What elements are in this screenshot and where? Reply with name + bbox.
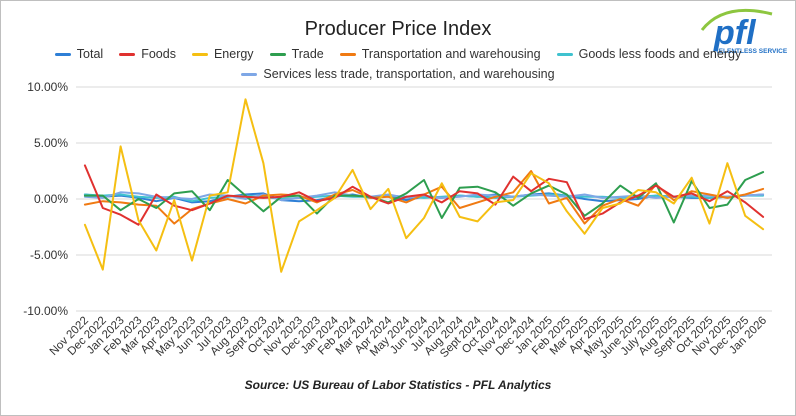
- legend-label: Energy: [213, 47, 254, 61]
- legend-swatch: [339, 52, 356, 56]
- legend-label: Trade: [291, 47, 324, 61]
- logo-wordmark: pfl: [713, 14, 757, 52]
- legend-item: Services less trade, transportation, and…: [241, 67, 555, 81]
- series-line-energy: [83, 98, 765, 273]
- legend-swatch: [556, 52, 573, 56]
- y-tick-label: 5.00%: [34, 136, 68, 150]
- legend-row: Services less trade, transportation, and…: [0, 64, 796, 84]
- series-line-goods-less-foods-and-energy: [83, 193, 765, 203]
- chart-legend: Total Foods Energy Trade Transportation and …: [0, 44, 796, 84]
- legend-item: Foods: [119, 47, 176, 61]
- logo-tagline: RELENTLESS SERVICE: [714, 48, 788, 55]
- y-tick-label: 10.00%: [27, 80, 68, 94]
- chart-title: Producer Price Index: [304, 18, 492, 40]
- logo-swoosh: [700, 8, 773, 31]
- legend-swatch: [191, 52, 208, 56]
- legend-swatch: [119, 52, 136, 56]
- legend-item: Transportation and warehousing: [339, 47, 541, 61]
- legend-row: Total Foods Energy Trade Transportation and …: [0, 44, 796, 64]
- source-note: Source: US Bureau of Labor Statistics - …: [244, 378, 552, 392]
- legend-item: Trade: [269, 47, 324, 61]
- legend-label: Services less trade, transportation, and…: [263, 67, 555, 81]
- legend-item: Total: [54, 47, 104, 61]
- legend-label: Transportation and warehousing: [361, 47, 541, 61]
- series-line-foods: [83, 164, 765, 226]
- legend-label: Total: [76, 47, 104, 61]
- legend-swatch: [269, 52, 286, 56]
- legend-item: Goods less foods and energy: [556, 47, 742, 61]
- y-tick-label: -10.00%: [23, 304, 68, 318]
- pfl-logo: pfl RELENTLESS SERVICE: [700, 8, 788, 55]
- legend-swatch: [54, 52, 71, 56]
- y-tick-label: -5.00%: [30, 248, 68, 262]
- legend-swatch: [241, 72, 258, 76]
- legend-label: Foods: [141, 47, 176, 61]
- y-tick-label: 0.00%: [34, 192, 68, 206]
- legend-label: Goods less foods and energy: [578, 47, 742, 61]
- legend-item: Energy: [191, 47, 254, 61]
